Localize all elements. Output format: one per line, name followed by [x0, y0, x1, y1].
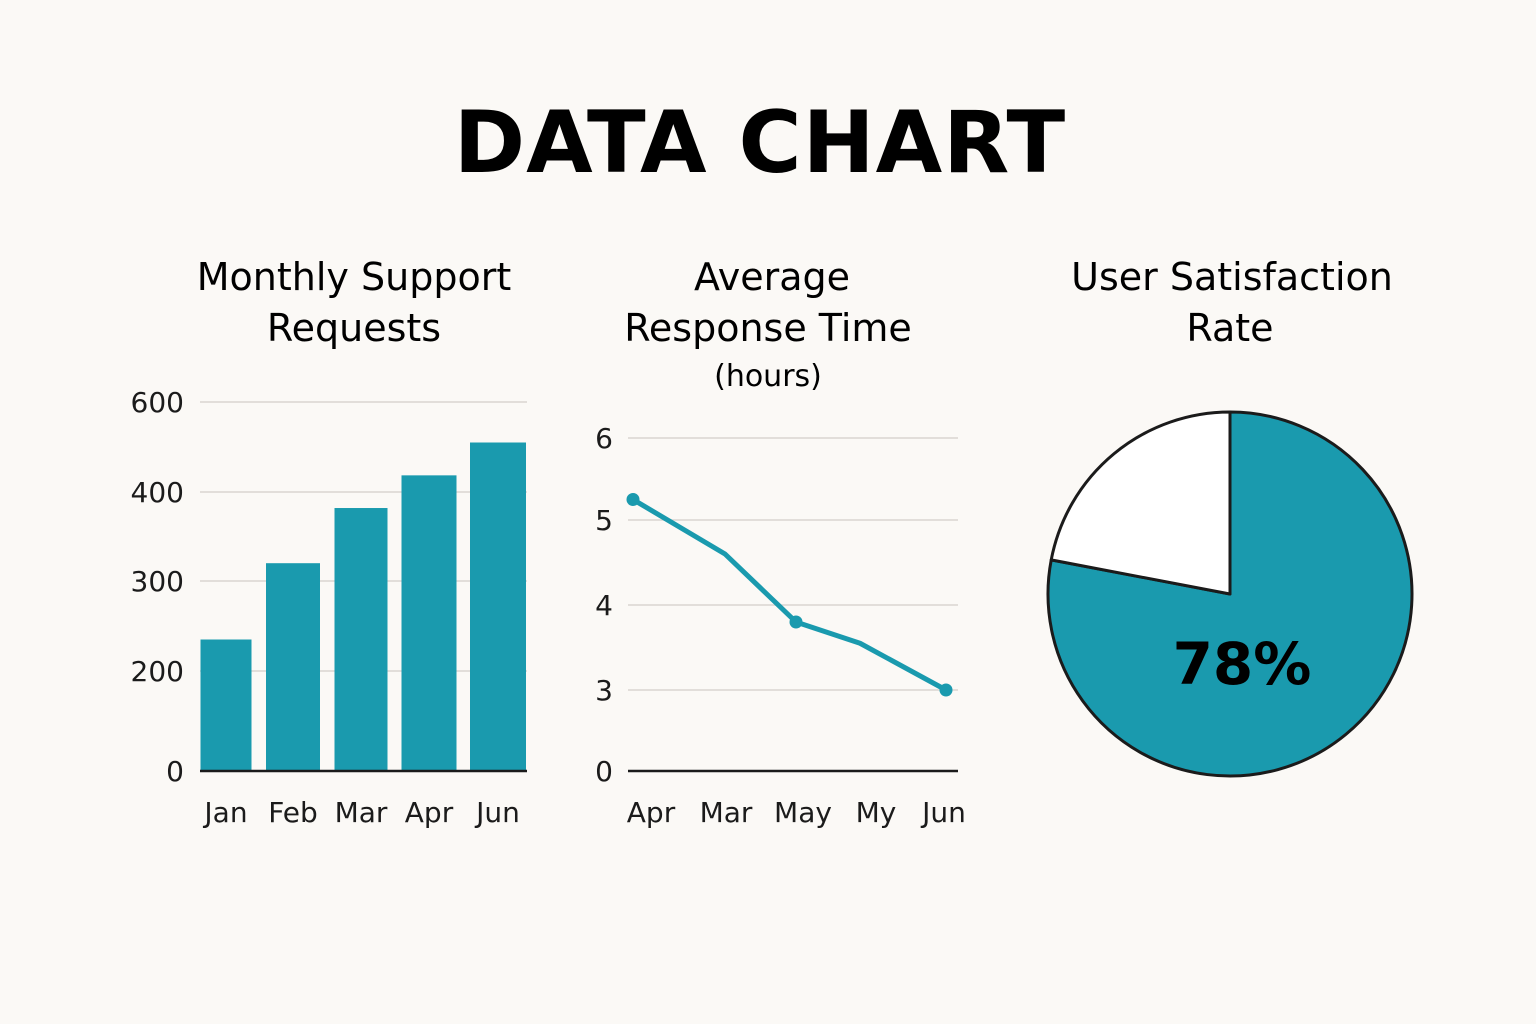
bar-jan [200, 639, 252, 771]
pie-chart-data-label: 78% [1173, 630, 1312, 698]
line-chart-y-tick-label: 4 [595, 589, 613, 622]
line-chart-y-tick-label: 6 [595, 422, 613, 455]
line-chart-y-ticks: 0 3 4 5 6 [595, 422, 613, 788]
bar-chart-x-tick-label: Feb [268, 796, 318, 829]
line-chart-subtitle: (hours) [714, 359, 822, 394]
line-chart-title-line-2: Response Time [624, 306, 912, 350]
bar-feb [266, 563, 320, 771]
bar-chart-y-ticks: 0 200 300 400 600 [131, 386, 184, 788]
bar-chart-bars [200, 442, 527, 773]
bar-chart-y-tick-label: 0 [166, 755, 184, 788]
line-point-apr [626, 493, 640, 506]
bar-chart-x-tick-label: Jun [474, 796, 520, 829]
bar-chart-y-tick-label: 400 [131, 476, 184, 509]
bar-apr [401, 475, 457, 771]
bar-chart-title-line-1: Monthly Support [197, 255, 511, 299]
bar-chart: Monthly Support Requests 0 200 300 400 600 J… [131, 255, 527, 829]
pie-slice-satisfied [1046, 410, 1414, 778]
main-title: DATA CHART [454, 93, 1066, 193]
line-chart-x-tick-label: My [856, 796, 897, 829]
pie-chart-title-line-2: Rate [1186, 306, 1273, 350]
pie-chart-title-line-1: User Satisfaction [1071, 255, 1393, 299]
line-chart-x-tick-label: Mar [700, 796, 753, 829]
bar-chart-x-tick-label: Apr [405, 796, 454, 829]
line-chart-y-tick-label: 0 [595, 755, 613, 788]
line-point-may [789, 615, 803, 629]
line-chart-series [626, 493, 958, 773]
bar-jun [470, 442, 526, 771]
line-chart-x-tick-label: Jun [920, 796, 966, 829]
bar-chart-y-tick-label: 300 [131, 565, 184, 598]
line-chart-title-line-1: Average [694, 255, 850, 299]
line-chart-grid [628, 437, 958, 691]
bar-chart-x-tick-label: Mar [335, 796, 388, 829]
line-chart-series-line [630, 497, 949, 693]
pie-slice-other [1049, 410, 1232, 596]
bar-chart-x-ticks: Jan Feb Mar Apr Jun [202, 796, 519, 829]
bar-chart-title-line-2: Requests [267, 306, 441, 350]
bar-chart-x-tick-label: Jan [202, 796, 247, 829]
pie-chart: User Satisfaction Rate 78% [1046, 255, 1414, 778]
bar-mar [334, 508, 388, 771]
bar-chart-y-tick-label: 600 [131, 386, 184, 419]
line-chart-y-tick-label: 3 [595, 674, 613, 707]
bar-chart-y-tick-label: 200 [131, 655, 184, 688]
line-chart-y-tick-label: 5 [595, 504, 613, 537]
line-chart-x-tick-label: May [774, 796, 832, 829]
line-chart-x-ticks: Apr Mar May My Jun [627, 796, 966, 829]
line-chart-x-tick-label: Apr [627, 796, 676, 829]
line-point-jun [939, 683, 953, 697]
line-chart: Average Response Time (hours) 0 3 4 5 6 Apr M… [595, 255, 966, 829]
pie-chart-slices [1046, 410, 1414, 778]
